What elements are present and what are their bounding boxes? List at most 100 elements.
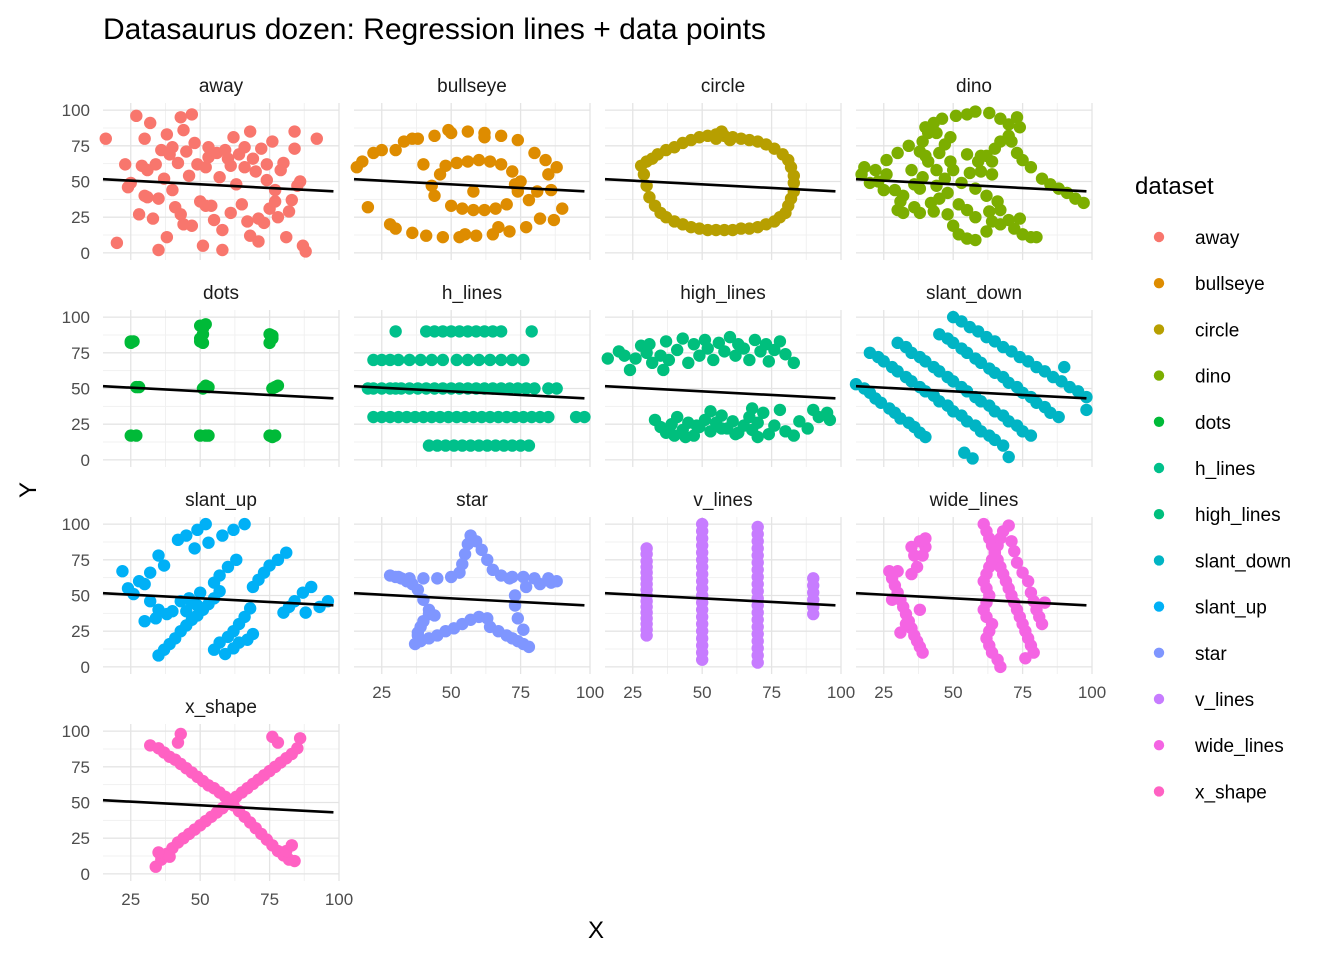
data-point: [556, 202, 569, 215]
regression-line: [102, 384, 334, 400]
data-point: [152, 192, 165, 205]
data-point: [472, 153, 486, 167]
data-point: [1010, 146, 1024, 160]
data-point: [751, 656, 764, 669]
facet-label: away: [199, 76, 244, 97]
data-point: [249, 165, 262, 178]
data-point: [1035, 617, 1049, 631]
data-point: [174, 208, 187, 221]
data-point: [578, 410, 591, 424]
panels-layer: away 0 25 50 75 100 bullseye circle dino dots 0 25 5…: [62, 76, 1107, 909]
data-point: [640, 155, 653, 168]
data-point: [252, 235, 265, 248]
legend-label: high_lines: [1195, 505, 1281, 526]
panel-dots: dots 0 25 50 75 100: [62, 283, 340, 470]
data-point: [913, 182, 927, 195]
data-point: [389, 143, 402, 157]
data-point: [199, 161, 212, 174]
data-point: [152, 649, 165, 662]
data-point: [177, 123, 190, 137]
data-point: [356, 155, 369, 168]
x-tick-label: 50: [693, 683, 712, 702]
data-point: [152, 846, 165, 859]
data-point: [531, 185, 544, 198]
data-point: [160, 230, 174, 244]
data-point: [196, 336, 210, 350]
data-point: [503, 225, 516, 238]
data-point: [737, 342, 751, 355]
points-circle: [634, 125, 800, 237]
data-point: [930, 126, 943, 140]
data-point: [288, 125, 301, 138]
facet-label: high_lines: [680, 283, 766, 304]
data-point: [913, 206, 927, 220]
data-point: [517, 353, 530, 367]
panel-slant_down: slant_down: [849, 283, 1093, 467]
data-point: [682, 356, 695, 370]
data-point: [793, 415, 806, 428]
data-point: [417, 572, 430, 585]
legend: dataset away bullseye circle dino dots h_line…: [1135, 173, 1291, 803]
data-point: [528, 382, 541, 395]
data-point: [469, 229, 483, 242]
x-tick-label: 100: [827, 683, 855, 702]
data-point: [668, 429, 681, 442]
points-v_lines: [640, 517, 820, 669]
y-tick-label: 50: [71, 173, 90, 192]
data-point: [472, 353, 486, 367]
facet-label: dino: [956, 76, 992, 97]
data-point: [202, 429, 215, 442]
data-point: [1021, 575, 1035, 588]
data-point: [508, 589, 522, 602]
data-point: [787, 356, 800, 370]
data-point: [403, 353, 416, 367]
data-point: [299, 245, 312, 258]
data-point: [492, 220, 505, 234]
data-point: [522, 193, 536, 207]
data-point: [191, 599, 204, 612]
data-point: [456, 202, 469, 215]
data-point: [188, 136, 201, 150]
data-point: [743, 353, 756, 367]
data-point: [163, 850, 176, 863]
data-point: [268, 195, 282, 208]
data-point: [547, 213, 561, 227]
data-point: [489, 202, 502, 215]
data-point: [182, 169, 196, 182]
data-point: [550, 161, 563, 174]
data-point: [751, 416, 764, 429]
data-point: [1008, 545, 1021, 558]
data-point: [659, 335, 673, 348]
data-point: [787, 429, 800, 442]
data-point: [550, 382, 563, 395]
data-point: [1013, 212, 1027, 225]
data-point: [99, 132, 112, 145]
x-tick-label: 25: [874, 683, 893, 702]
data-point: [919, 121, 932, 134]
panel-star: star 25 50 75 100: [353, 490, 604, 702]
data-point: [428, 189, 441, 202]
data-point: [902, 139, 915, 153]
data-point: [268, 429, 282, 442]
legend-item-high_lines: high_lines: [1153, 505, 1281, 526]
regression-line: [855, 384, 1087, 400]
data-point: [478, 131, 491, 144]
data-point: [801, 422, 814, 435]
data-point: [266, 382, 279, 395]
facet-label: wide_lines: [929, 490, 1019, 511]
panel-circle: circle: [604, 76, 842, 260]
data-point: [519, 580, 533, 594]
data-point: [207, 643, 221, 656]
data-point: [1058, 360, 1071, 374]
data-point: [1002, 450, 1015, 464]
data-point: [361, 200, 375, 214]
data-point: [199, 199, 212, 212]
y-tick-label: 25: [71, 622, 90, 641]
data-point: [199, 517, 212, 531]
data-point: [963, 166, 977, 180]
data-point: [919, 430, 932, 444]
data-point: [436, 230, 450, 244]
data-point: [299, 606, 312, 619]
data-point: [458, 547, 472, 561]
legend-item-dots: dots: [1153, 413, 1231, 434]
